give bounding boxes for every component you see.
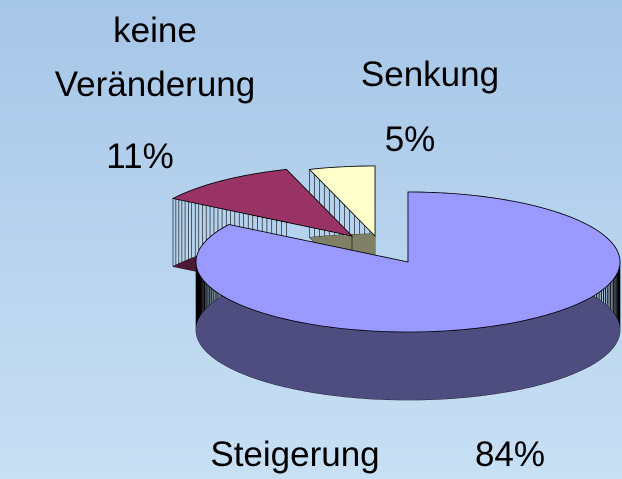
category-label: Steigerung — [210, 435, 380, 474]
category-label: Senkung — [360, 55, 500, 94]
value-label: 11% — [106, 137, 174, 176]
slice — [308, 165, 376, 237]
value-label: 84% — [474, 435, 546, 474]
slice — [171, 169, 354, 237]
slice — [195, 191, 621, 333]
category-label: keine Veränderung — [54, 11, 256, 104]
value-label: 5% — [384, 120, 436, 159]
